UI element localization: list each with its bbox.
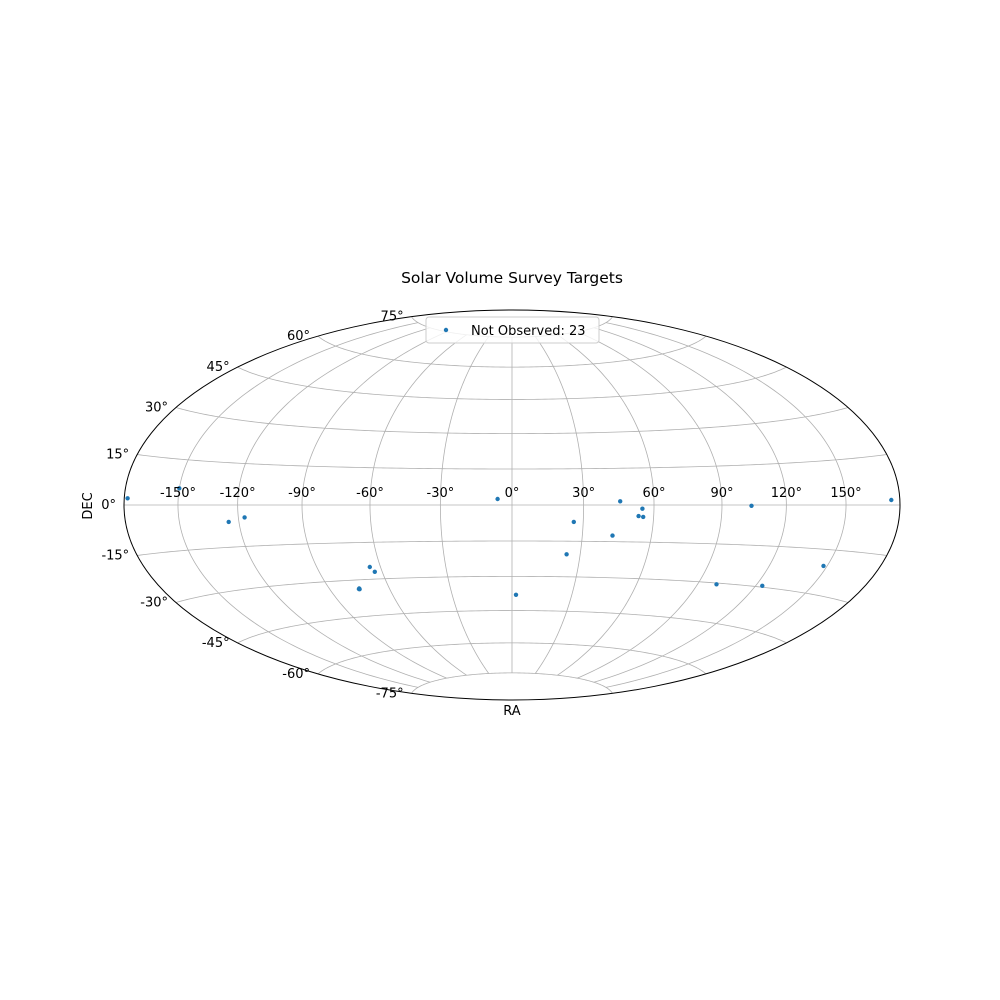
ra-tick-label: -150°	[160, 486, 196, 501]
dec-tick-label: -15°	[101, 549, 129, 564]
ra-tick-label: 30°	[572, 486, 595, 501]
ra-tick-label: -120°	[220, 486, 256, 501]
dec-tick-label: 75°	[381, 310, 404, 325]
ra-tick-label: 150°	[830, 486, 861, 501]
ra-tick-label: -30°	[427, 486, 455, 501]
data-points	[125, 486, 894, 597]
parallel-line	[317, 642, 707, 675]
parallel-line	[237, 610, 787, 644]
dec-tick-label: 60°	[287, 329, 310, 344]
dec-tick-label: -75°	[376, 686, 404, 701]
legend-box	[425, 316, 600, 344]
data-point	[226, 519, 231, 525]
dec-tick-label: -60°	[282, 667, 310, 682]
data-point	[640, 506, 645, 511]
data-point	[513, 592, 519, 597]
parallel-line	[411, 672, 613, 694]
ra-tick-label: 120°	[771, 486, 802, 501]
ra-tick-label: -90°	[288, 486, 316, 501]
parallel-line	[175, 407, 849, 435]
dec-tick-label: -30°	[140, 596, 168, 611]
plot-frame	[123, 309, 901, 701]
dec-tick-label: 0°	[101, 498, 116, 513]
dec-tick-label: 30°	[145, 401, 168, 416]
ra-tick-label: -60°	[356, 486, 384, 501]
data-point	[356, 586, 362, 592]
data-point	[760, 583, 765, 588]
data-point	[125, 496, 130, 501]
parallel-line	[137, 540, 887, 556]
ra-tick-labels: -150° -120° -90° -60° -30° 0° 30° 60° 90° 120° 150…	[160, 486, 862, 501]
data-point	[610, 533, 615, 538]
data-point	[618, 499, 623, 504]
legend: Not Observed: 23	[425, 316, 600, 344]
data-point	[367, 564, 372, 570]
data-point	[495, 496, 500, 502]
data-point	[889, 497, 894, 503]
legend-marker	[443, 327, 449, 333]
ra-tick-label: 0°	[505, 486, 520, 501]
dec-tick-label: 45°	[207, 360, 230, 375]
dec-tick-label: -45°	[202, 636, 230, 651]
data-point	[821, 563, 826, 569]
data-point	[571, 519, 576, 525]
grid-lines	[124, 316, 900, 694]
dec-tick-labels: -75° -60° -45° -30° -15° 0° 15° 30° 45° 60° 75°	[101, 310, 403, 702]
data-point	[177, 486, 182, 491]
parallel-line	[137, 454, 887, 470]
parallel-line	[175, 575, 849, 603]
data-point	[636, 513, 641, 519]
data-point	[372, 569, 377, 574]
data-point	[714, 582, 719, 587]
data-point	[641, 514, 646, 520]
x-axis-label: RA	[503, 704, 521, 719]
ra-tick-label: 90°	[710, 486, 733, 501]
ra-tick-label: 60°	[642, 486, 665, 501]
dec-tick-label: 15°	[106, 448, 129, 463]
parallel-line	[237, 366, 787, 400]
parallel-line	[317, 335, 707, 368]
data-point	[564, 552, 569, 557]
data-point	[242, 515, 247, 520]
legend-label: Not Observed: 23	[471, 324, 586, 339]
chart-title: Solar Volume Survey Targets	[401, 269, 623, 287]
y-axis-label: DEC	[81, 492, 96, 519]
data-point	[749, 503, 754, 508]
